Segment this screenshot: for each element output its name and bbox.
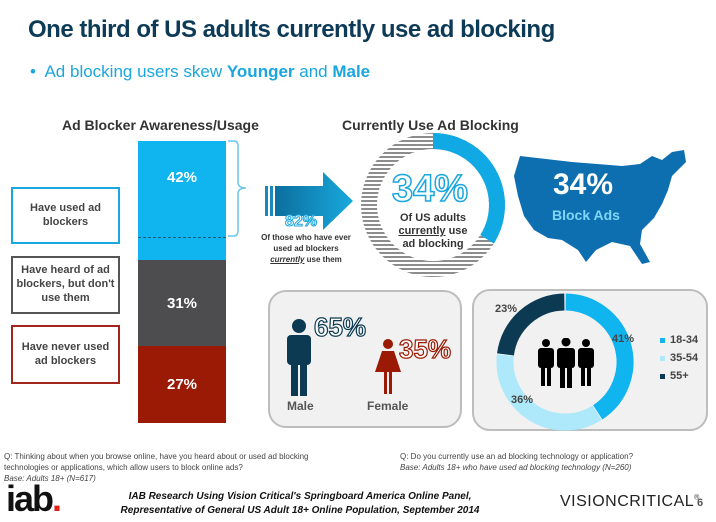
legend-swatch xyxy=(660,355,665,361)
current-use-donut xyxy=(361,133,505,277)
bar-label-never: 27% xyxy=(166,376,198,393)
pct-82: 82% xyxy=(284,213,318,231)
legend-text: 18-34 xyxy=(670,334,699,346)
legend-text: 55+ xyxy=(670,370,689,382)
note-82-tail: use them xyxy=(304,254,342,264)
brace-icon xyxy=(228,140,247,237)
current-use-header: Currently Use Ad Blocking xyxy=(342,117,519,133)
age-label-18-34: 41% xyxy=(612,333,635,345)
bar-label-used: 42% xyxy=(166,169,198,186)
donut-caption-em: currently xyxy=(398,225,446,238)
female-pct: 35% xyxy=(398,333,452,364)
map-label: Block Ads xyxy=(552,207,620,223)
donut-arc-34 xyxy=(432,133,505,244)
donut-pct: 34% xyxy=(391,167,469,211)
visioncritical-logo: VISIONCRITICAL® xyxy=(560,493,700,510)
legend-item-18-34: 18-34 xyxy=(660,331,698,349)
male-label: Male xyxy=(287,399,314,413)
donut-caption-2: use xyxy=(445,225,468,238)
subtitle-text: Ad blocking users skew xyxy=(44,62,227,81)
bar-label-heard: 31% xyxy=(166,294,198,312)
people-icon xyxy=(538,338,594,388)
awareness-header: Ad Blocker Awareness/Usage xyxy=(62,117,259,133)
subtitle-and: and xyxy=(294,62,333,81)
label-never: Have never used ad blockers xyxy=(11,325,120,384)
age-donut xyxy=(496,293,634,431)
male-pct: 65% xyxy=(313,311,367,342)
female-icon xyxy=(375,339,401,394)
map-pct: 34% xyxy=(553,168,614,201)
bar-segment-never: 27% xyxy=(138,346,226,423)
dashed-divider xyxy=(138,237,226,238)
source-1: IAB Research Using Vision Critical's Spr… xyxy=(128,491,472,502)
bullet: • xyxy=(30,62,36,81)
legend-item-35-54: 35-54 xyxy=(660,349,698,367)
source-note: IAB Research Using Vision Critical's Spr… xyxy=(120,490,480,517)
question-1-text: Q: Thinking about when you browse online… xyxy=(4,452,309,472)
question-1: Q: Thinking about when you browse online… xyxy=(4,452,334,484)
donut-caption-3: ad blocking xyxy=(402,238,464,251)
age-slice-55+ xyxy=(497,293,566,356)
base-2: Base: Adults 18+ who have used ad blocki… xyxy=(400,462,632,472)
subtitle-male: Male xyxy=(332,62,371,81)
age-slice-18-34 xyxy=(564,293,634,420)
bar-segment-used: 42% xyxy=(138,141,226,260)
age-slice-35-54 xyxy=(496,353,602,431)
question-2: Q: Do you currently use an ad blocking t… xyxy=(400,452,710,474)
label-heard: Have heard of ad blockers, but don't use… xyxy=(11,256,120,314)
bar-segment-heard: 31% xyxy=(138,260,226,346)
source-2: Representative of General US Adult 18+ O… xyxy=(120,504,480,516)
note-82: Of those who have ever used ad blockers c… xyxy=(254,233,358,265)
legend-swatch xyxy=(660,373,665,379)
subtitle: • Ad blocking users skew Younger and Mal… xyxy=(30,62,370,82)
label-used: Have used ad blockers xyxy=(11,187,120,244)
legend-swatch xyxy=(660,337,665,343)
iab-logo: iab. xyxy=(6,478,62,519)
legend-item-55: 55+ xyxy=(660,367,698,385)
legend-text: 35-54 xyxy=(670,352,699,364)
us-map-icon xyxy=(514,150,686,264)
female-label: Female xyxy=(367,399,409,413)
donut-caption: Of US adults currently use ad blocking xyxy=(388,212,478,252)
age-label-55: 23% xyxy=(495,303,518,315)
slide-title: One third of US adults currently use ad … xyxy=(28,16,555,43)
question-2-text: Q: Do you currently use an ad blocking t… xyxy=(400,452,634,461)
note-82-em: currently xyxy=(270,254,305,264)
arrow-icon xyxy=(265,172,353,230)
base-1: Base: Adults 18+ (N=617) xyxy=(4,473,96,483)
note-82-text: Of those who have ever used ad blockers xyxy=(261,233,351,253)
age-label-35-54: 36% xyxy=(511,394,534,406)
subtitle-younger: Younger xyxy=(226,62,295,81)
page-number: 6 xyxy=(697,497,704,509)
donut-caption-1: Of US adults xyxy=(399,212,466,224)
male-icon xyxy=(287,319,311,396)
age-legend: 18-34 35-54 55+ xyxy=(660,331,698,385)
